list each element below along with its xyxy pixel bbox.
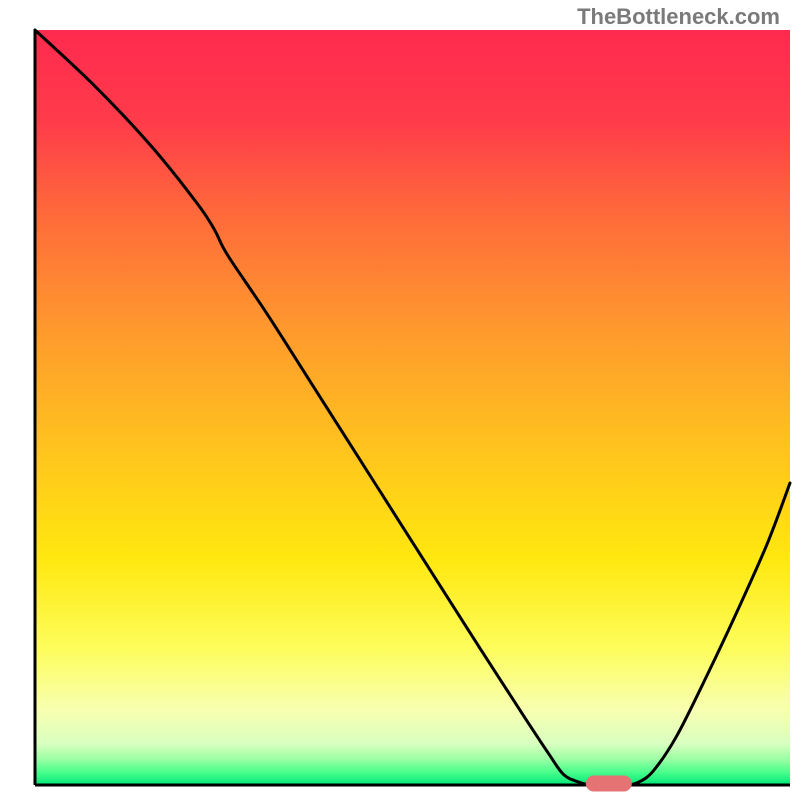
- optimal-marker: [586, 775, 632, 791]
- bottleneck-chart: [0, 0, 800, 800]
- watermark-text: TheBottleneck.com: [577, 4, 780, 30]
- chart-svg: [0, 0, 800, 800]
